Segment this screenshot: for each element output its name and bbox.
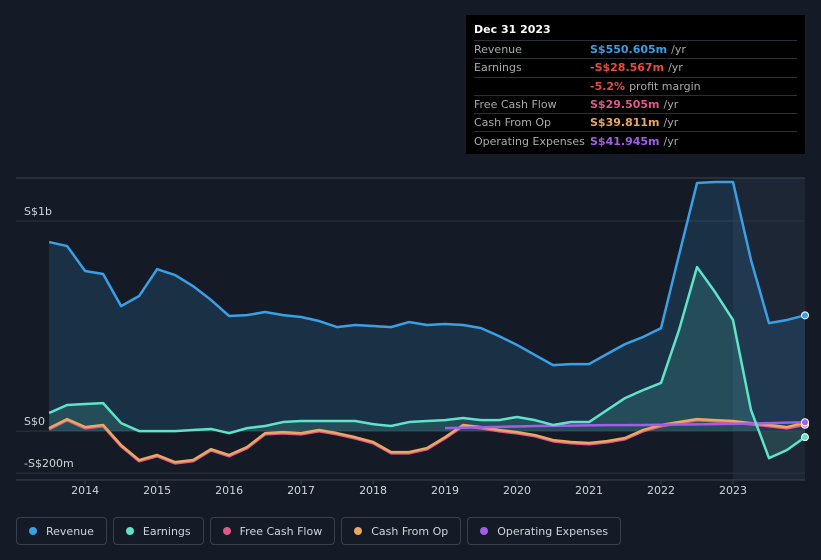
legend-swatch (29, 527, 37, 535)
legend-item[interactable]: Free Cash Flow (209, 517, 336, 545)
x-tick-label: 2018 (359, 484, 387, 497)
x-tick-label: 2017 (287, 484, 315, 497)
tooltip-value: -5.2% (590, 79, 626, 93)
tooltip-unit: /yr (663, 116, 679, 130)
legend: Revenue Earnings Free Cash Flow Cash From O… (16, 517, 622, 545)
highlight-region (733, 178, 805, 480)
legend-item[interactable]: Operating Expenses (467, 517, 622, 545)
tooltip-label: Revenue (474, 43, 522, 57)
x-tick-label: 2023 (719, 484, 747, 497)
legend-swatch (354, 527, 363, 535)
x-tick-label: 2015 (143, 484, 171, 497)
tooltip-value: -S$28.567m (590, 61, 665, 75)
tooltip-row: Earnings -S$28.567m/yr (474, 58, 797, 76)
series-line (48, 417, 806, 464)
x-tick-label: 2021 (575, 484, 603, 497)
y-tick-label: S$1b (24, 205, 52, 218)
legend-item[interactable]: Earnings (112, 517, 204, 545)
end-marker (801, 311, 809, 320)
series-line (48, 265, 806, 460)
tooltip-row: Operating Expenses S$41.945m/yr (474, 131, 797, 149)
legend-swatch (222, 527, 231, 535)
tooltip-date: Dec 31 2023 (474, 23, 551, 36)
tooltip-unit: /yr (663, 98, 679, 112)
tooltip-value: S$550.605m (590, 43, 668, 57)
tooltip-unit: profit margin (629, 79, 701, 93)
series-area (49, 181, 805, 432)
legend-swatch (125, 527, 134, 535)
legend-item[interactable]: Cash From Op (341, 517, 462, 545)
x-tick-label: 2016 (215, 484, 243, 497)
tooltip-value: S$41.945m (590, 134, 660, 148)
tooltip-unit: /yr (671, 43, 686, 57)
tooltip-row: Free Cash Flow S$29.505m/yr (474, 94, 797, 113)
x-tick-label: 2022 (647, 484, 675, 497)
legend-swatch (480, 527, 489, 535)
x-tick-label: 2014 (71, 484, 99, 497)
y-tick-label: -S$200m (24, 457, 74, 470)
end-marker (801, 418, 809, 427)
tooltip-label: Free Cash Flow (474, 98, 557, 112)
tooltip-value: S$39.811m (590, 116, 660, 130)
legend-item[interactable]: Revenue (16, 517, 107, 545)
tooltip-label: Operating Expenses (474, 134, 585, 148)
legend-label: Free Cash Flow (239, 524, 323, 538)
legend-label: Operating Expenses (497, 524, 609, 538)
tooltip-label: Cash From Op (474, 116, 552, 130)
legend-label: Earnings (142, 524, 191, 538)
end-marker (801, 433, 809, 442)
tooltip: Dec 31 2023 Revenue S$550.605m/yr Earnings… (466, 15, 805, 154)
tooltip-unit: /yr (668, 61, 683, 75)
tooltip-row: -5.2% profit margin (474, 76, 797, 95)
x-tick-label: 2019 (431, 484, 459, 497)
y-tick-label: S$0 (24, 415, 45, 428)
series-area (49, 267, 805, 459)
legend-label: Cash From Op (371, 524, 449, 538)
tooltip-value: S$29.505m (590, 98, 660, 112)
series-line (445, 420, 806, 430)
x-tick-label: 2020 (503, 484, 531, 497)
tooltip-row: Revenue S$550.605m/yr (474, 40, 797, 58)
series-line (48, 180, 806, 367)
tooltip-label: Earnings (474, 61, 522, 75)
legend-label: Revenue (46, 524, 94, 538)
tooltip-row: Cash From Op S$39.811m/yr (474, 113, 797, 131)
tooltip-unit: /yr (663, 134, 679, 148)
